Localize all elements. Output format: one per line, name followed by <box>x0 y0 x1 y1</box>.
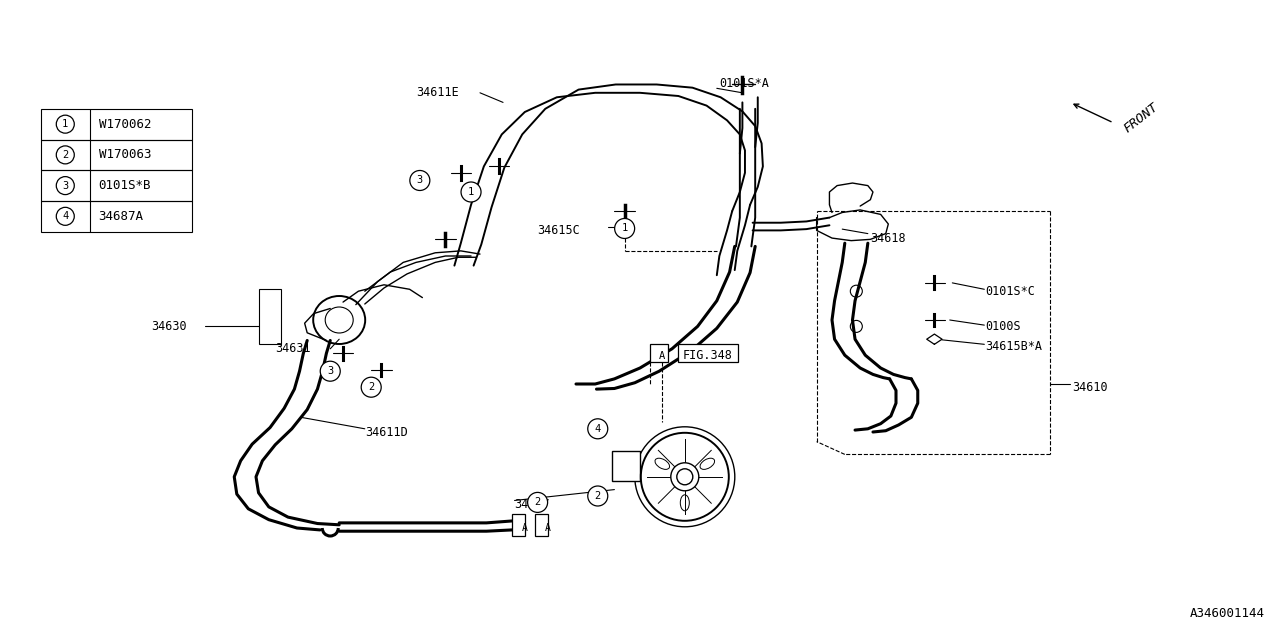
Circle shape <box>461 182 481 202</box>
Text: 3: 3 <box>328 366 333 376</box>
Text: FIG.348: FIG.348 <box>682 349 732 362</box>
Text: 34630: 34630 <box>151 320 187 333</box>
Bar <box>612 451 640 481</box>
Text: 2: 2 <box>535 497 540 508</box>
Text: 34607: 34607 <box>515 498 550 511</box>
Text: 3: 3 <box>417 175 422 186</box>
Text: A346001144: A346001144 <box>1189 607 1265 620</box>
Circle shape <box>527 492 548 513</box>
Bar <box>535 515 548 536</box>
Circle shape <box>56 146 74 164</box>
Bar <box>650 344 668 362</box>
Text: 2: 2 <box>369 382 374 392</box>
Text: 34631: 34631 <box>275 342 311 355</box>
Text: FRONT: FRONT <box>1121 101 1161 136</box>
Text: A: A <box>545 523 550 533</box>
Text: 0100S: 0100S <box>986 320 1021 333</box>
Text: W170063: W170063 <box>99 148 151 161</box>
Text: 1: 1 <box>622 223 627 234</box>
Bar <box>259 289 280 344</box>
Bar <box>512 515 525 536</box>
Bar <box>41 109 192 140</box>
Text: 0101S*B: 0101S*B <box>99 179 151 192</box>
Text: 0101S*A: 0101S*A <box>719 77 769 90</box>
Text: A: A <box>659 351 664 361</box>
Circle shape <box>588 486 608 506</box>
Circle shape <box>56 177 74 195</box>
Text: 1: 1 <box>63 119 68 129</box>
Text: W170062: W170062 <box>99 118 151 131</box>
Circle shape <box>320 361 340 381</box>
Text: 34611E: 34611E <box>416 86 458 99</box>
Circle shape <box>410 170 430 191</box>
Text: 34611D: 34611D <box>365 426 407 438</box>
Circle shape <box>56 115 74 133</box>
Bar <box>678 344 739 362</box>
Text: 1: 1 <box>468 187 474 197</box>
Bar <box>41 170 192 201</box>
Text: A: A <box>522 523 527 533</box>
Text: 4: 4 <box>63 211 68 221</box>
Text: 3: 3 <box>63 180 68 191</box>
Bar <box>41 140 192 170</box>
Circle shape <box>588 419 608 439</box>
Text: 34618: 34618 <box>870 232 906 244</box>
Text: 2: 2 <box>595 491 600 501</box>
Text: 34615C: 34615C <box>538 224 580 237</box>
Text: 2: 2 <box>63 150 68 160</box>
Text: 34610: 34610 <box>1073 381 1108 394</box>
Text: 34615B*A: 34615B*A <box>986 340 1043 353</box>
Circle shape <box>671 463 699 491</box>
Text: 34687A: 34687A <box>99 210 143 223</box>
Circle shape <box>614 218 635 239</box>
Circle shape <box>56 207 74 225</box>
Text: 4: 4 <box>595 424 600 434</box>
Circle shape <box>635 427 735 527</box>
Circle shape <box>361 377 381 397</box>
Text: 0101S*C: 0101S*C <box>986 285 1036 298</box>
Bar <box>41 201 192 232</box>
